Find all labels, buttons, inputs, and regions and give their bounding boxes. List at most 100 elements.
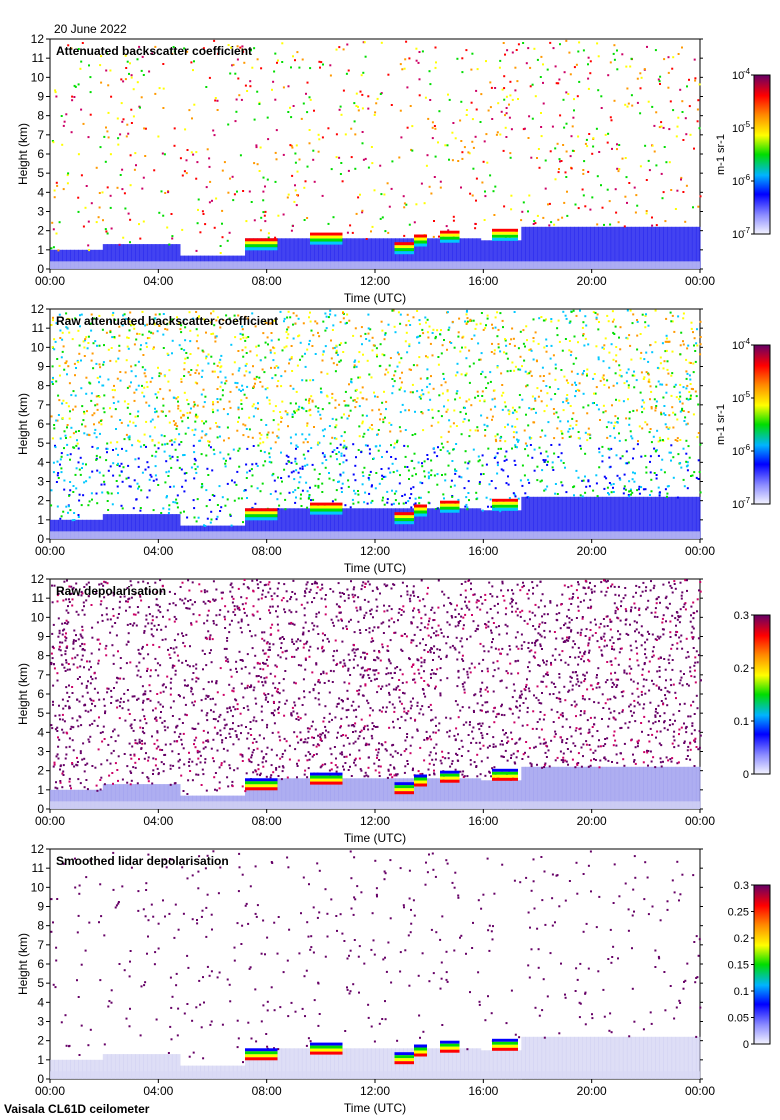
noise-pixel [416, 310, 419, 312]
noise-pixel [528, 589, 530, 592]
noise-pixel [106, 52, 108, 55]
noise-pixel [665, 337, 668, 340]
noise-pixel [608, 448, 611, 451]
noise-pixel [211, 757, 214, 760]
noise-pixel [127, 132, 130, 135]
noise-pixel [506, 49, 509, 52]
noise-pixel [55, 95, 58, 98]
noise-pixel [168, 508, 171, 511]
noise-pixel [65, 659, 68, 662]
colorbar-tick-exponent: -4 [743, 337, 751, 346]
noise-pixel [150, 633, 153, 636]
noise-pixel [144, 468, 147, 471]
noise-pixel [342, 317, 345, 320]
bl-cell [115, 784, 120, 809]
noise-pixel [578, 389, 581, 392]
noise-pixel [87, 335, 90, 338]
noise-pixel [137, 465, 140, 468]
noise-pixel [639, 87, 642, 90]
noise-pixel [627, 386, 630, 389]
noise-pixel [615, 360, 618, 363]
bl-cell [119, 514, 124, 539]
noise-pixel [612, 358, 615, 361]
noise-pixel [594, 311, 597, 314]
noise-pixel [347, 724, 350, 727]
noise-pixel [136, 606, 139, 608]
noise-pixel [653, 472, 656, 474]
noise-pixel [417, 61, 420, 64]
bl-cell [322, 238, 327, 269]
noise-pixel [137, 384, 140, 387]
noise-pixel [698, 127, 701, 130]
noise-pixel [469, 429, 472, 432]
noise-pixel [615, 398, 617, 401]
noise-pixel [355, 365, 358, 368]
bl-cell [655, 226, 660, 269]
noise-pixel [106, 500, 109, 502]
bl-cell [90, 249, 96, 269]
noise-pixel [65, 113, 68, 116]
noise-pixel [388, 701, 391, 704]
noise-pixel [651, 351, 654, 354]
noise-pixel [240, 399, 243, 402]
bl-cell [305, 238, 311, 269]
noise-pixel [151, 454, 154, 457]
noise-pixel [100, 582, 103, 585]
noise-pixel [521, 365, 523, 368]
noise-pixel [72, 485, 75, 487]
noise-pixel [496, 464, 499, 467]
noise-pixel [221, 394, 224, 397]
noise-pixel [614, 657, 617, 660]
bl-cell [155, 514, 161, 539]
noise-pixel [618, 399, 621, 402]
noise-pixel [682, 317, 685, 320]
noise-pixel [460, 140, 463, 142]
noise-pixel [52, 378, 54, 381]
noise-pixel [613, 318, 615, 321]
noise-pixel [378, 759, 381, 761]
noise-pixel [88, 64, 90, 67]
noise-pixel [166, 352, 169, 355]
bl-cell [151, 244, 157, 269]
noise-pixel [120, 421, 123, 424]
noise-pixel [338, 403, 341, 406]
noise-pixel [585, 324, 588, 327]
noise-pixel [363, 616, 365, 619]
noise-pixel [690, 387, 693, 390]
noise-pixel [397, 311, 400, 314]
noise-pixel [420, 665, 423, 668]
noise-pixel [214, 340, 217, 343]
noise-pixel [163, 720, 166, 723]
noise-pixel [535, 359, 538, 362]
noise-pixel [252, 365, 254, 368]
noise-pixel [626, 462, 629, 465]
bl-cell [346, 508, 352, 539]
noise-pixel [534, 95, 537, 98]
noise-pixel [76, 359, 79, 362]
noise-pixel [50, 324, 53, 326]
bl-cell [383, 508, 388, 539]
noise-pixel [418, 323, 421, 326]
noise-pixel [550, 344, 553, 347]
noise-pixel [344, 390, 347, 393]
noise-pixel [636, 204, 639, 207]
noise-pixel [226, 413, 229, 416]
bl-cell [440, 778, 445, 809]
noise-pixel [672, 411, 675, 414]
noise-pixel [229, 72, 232, 75]
noise-pixel [565, 491, 568, 494]
noise-pixel [257, 344, 260, 347]
noise-pixel [397, 619, 399, 622]
noise-pixel [502, 149, 505, 152]
noise-pixel [427, 475, 430, 478]
noise-pixel [79, 314, 81, 317]
noise-pixel [581, 495, 584, 498]
noise-pixel [613, 436, 616, 439]
noise-pixel [386, 182, 389, 185]
noise-pixel [563, 71, 566, 74]
noise-pixel [66, 317, 69, 320]
noise-pixel [618, 712, 621, 715]
noise-pixel [133, 343, 136, 346]
noise-pixel [630, 609, 632, 612]
y-tick-label: 7 [37, 398, 44, 412]
